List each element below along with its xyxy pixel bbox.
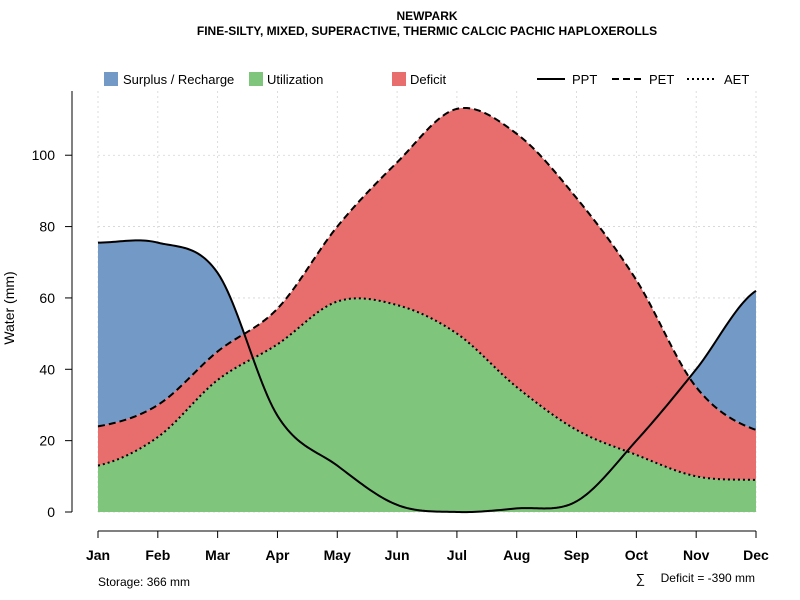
y-axis-label: Water (mm): [1, 271, 17, 344]
legend-label-aet: AET: [724, 72, 749, 87]
utilization-area: [98, 298, 756, 512]
series-line-ppt: [97, 239, 757, 514]
legend-label-deficit: Deficit: [410, 72, 447, 87]
y-tick-label: 60: [39, 290, 55, 306]
x-tick-label-oct: Oct: [625, 547, 649, 563]
legend-label-surplus: Surplus / Recharge: [123, 72, 234, 87]
x-tick-label-jan: Jan: [86, 547, 110, 563]
y-tick-label: 100: [32, 147, 56, 163]
legend-swatch-surplus: [104, 72, 118, 86]
x-tick-label-feb: Feb: [145, 547, 170, 563]
y-tick-label: 40: [39, 361, 55, 377]
legend-label-ppt: PPT: [572, 72, 597, 87]
chart-title: NEWPARK: [396, 9, 457, 23]
y-tick-label: 0: [47, 504, 55, 520]
y-tick-label: 20: [39, 433, 55, 449]
legend-label-pet: PET: [649, 72, 674, 87]
y-tick-label: 80: [39, 219, 55, 235]
legend-swatch-utilization: [249, 72, 263, 86]
surplus-recharge-area: [98, 107, 756, 430]
x-tick-label-may: May: [324, 547, 351, 563]
series-line-pet: [97, 106, 757, 431]
legend: Surplus / Recharge Utilization Deficit P…: [104, 72, 749, 87]
series-line-aet: [97, 297, 757, 481]
x-tick-label-nov: Nov: [683, 547, 710, 563]
deficit-area: [98, 107, 756, 480]
x-tick-label-jul: Jul: [447, 547, 467, 563]
area-fills: [98, 107, 756, 512]
x-tick-label-aug: Aug: [503, 547, 530, 563]
chart-subtitle: FINE-SILTY, MIXED, SUPERACTIVE, THERMIC …: [197, 24, 657, 38]
deficit-sum-symbol: ∑: [636, 571, 645, 586]
series-lines: [97, 106, 757, 514]
x-tick-label-dec: Dec: [743, 547, 769, 563]
axes: 0 20 40 60 80 100 Jan Feb Mar Apr May Jun Jul Aug Sep O…: [32, 91, 769, 563]
legend-swatch-deficit: [392, 72, 406, 86]
legend-label-utilization: Utilization: [267, 72, 323, 87]
x-tick-label-mar: Mar: [205, 547, 230, 563]
storage-annotation: Storage: 366 mm: [98, 575, 190, 589]
x-tick-label-jun: Jun: [385, 547, 410, 563]
x-tick-label-sep: Sep: [564, 547, 590, 563]
deficit-annotation: Deficit = -390 mm: [661, 571, 755, 585]
x-tick-label-apr: Apr: [265, 547, 290, 563]
